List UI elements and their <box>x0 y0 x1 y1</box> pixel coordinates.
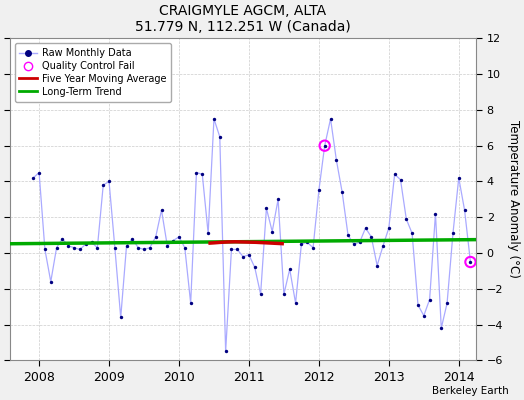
Point <box>116 314 125 321</box>
Point <box>466 259 475 265</box>
Point <box>431 210 440 217</box>
Point <box>402 216 410 222</box>
Point <box>367 234 376 240</box>
Point <box>93 244 102 251</box>
Point <box>268 228 277 235</box>
Point <box>326 116 335 122</box>
Point <box>332 157 341 163</box>
Point <box>256 291 265 298</box>
Point <box>181 244 189 251</box>
Point <box>169 237 177 244</box>
Point <box>350 241 358 247</box>
Point <box>355 239 364 246</box>
Point <box>111 244 119 251</box>
Point <box>227 246 236 253</box>
Point <box>70 244 78 251</box>
Point <box>175 234 183 240</box>
Point <box>461 207 469 213</box>
Point <box>379 243 387 249</box>
Point <box>41 246 49 253</box>
Point <box>455 175 463 181</box>
Title: CRAIGMYLE AGCM, ALTA
51.779 N, 112.251 W (Canada): CRAIGMYLE AGCM, ALTA 51.779 N, 112.251 W… <box>135 4 351 34</box>
Point <box>280 291 288 298</box>
Point <box>362 225 370 231</box>
Point <box>233 246 242 253</box>
Point <box>146 244 154 251</box>
Point <box>128 236 137 242</box>
Point <box>449 230 457 236</box>
Point <box>163 243 171 249</box>
Point <box>420 312 428 319</box>
Point <box>140 246 148 253</box>
Point <box>443 300 451 306</box>
Legend: Raw Monthly Data, Quality Control Fail, Five Year Moving Average, Long-Term Tren: Raw Monthly Data, Quality Control Fail, … <box>15 43 171 102</box>
Point <box>239 254 247 260</box>
Point <box>390 171 399 178</box>
Point <box>303 239 311 246</box>
Point <box>385 225 393 231</box>
Point <box>414 302 422 308</box>
Point <box>204 230 212 236</box>
Point <box>245 252 253 258</box>
Text: Berkeley Earth: Berkeley Earth <box>432 386 508 396</box>
Point <box>373 262 381 269</box>
Point <box>437 325 445 332</box>
Point <box>321 142 329 149</box>
Point <box>344 232 352 238</box>
Point <box>222 348 230 355</box>
Point <box>309 244 317 251</box>
Point <box>47 278 55 285</box>
Point <box>286 266 294 272</box>
Point <box>338 189 346 196</box>
Point <box>151 234 160 240</box>
Point <box>64 243 72 249</box>
Point <box>198 171 206 178</box>
Point <box>321 142 329 149</box>
Point <box>75 246 84 253</box>
Point <box>29 175 38 181</box>
Point <box>210 116 218 122</box>
Point <box>187 300 195 306</box>
Point <box>134 244 143 251</box>
Point <box>99 182 107 188</box>
Point <box>396 176 405 183</box>
Point <box>250 264 259 270</box>
Point <box>58 236 67 242</box>
Point <box>408 230 416 236</box>
Y-axis label: Temperature Anomaly (°C): Temperature Anomaly (°C) <box>507 120 520 278</box>
Point <box>88 239 96 246</box>
Point <box>192 169 201 176</box>
Point <box>35 169 43 176</box>
Point <box>425 296 434 303</box>
Point <box>105 178 113 185</box>
Point <box>262 205 270 212</box>
Point <box>297 241 305 247</box>
Point <box>157 207 166 213</box>
Point <box>122 243 130 249</box>
Point <box>291 300 300 306</box>
Point <box>82 241 90 247</box>
Point <box>315 187 323 194</box>
Point <box>466 259 475 265</box>
Point <box>274 196 282 202</box>
Point <box>52 244 61 251</box>
Point <box>215 134 224 140</box>
